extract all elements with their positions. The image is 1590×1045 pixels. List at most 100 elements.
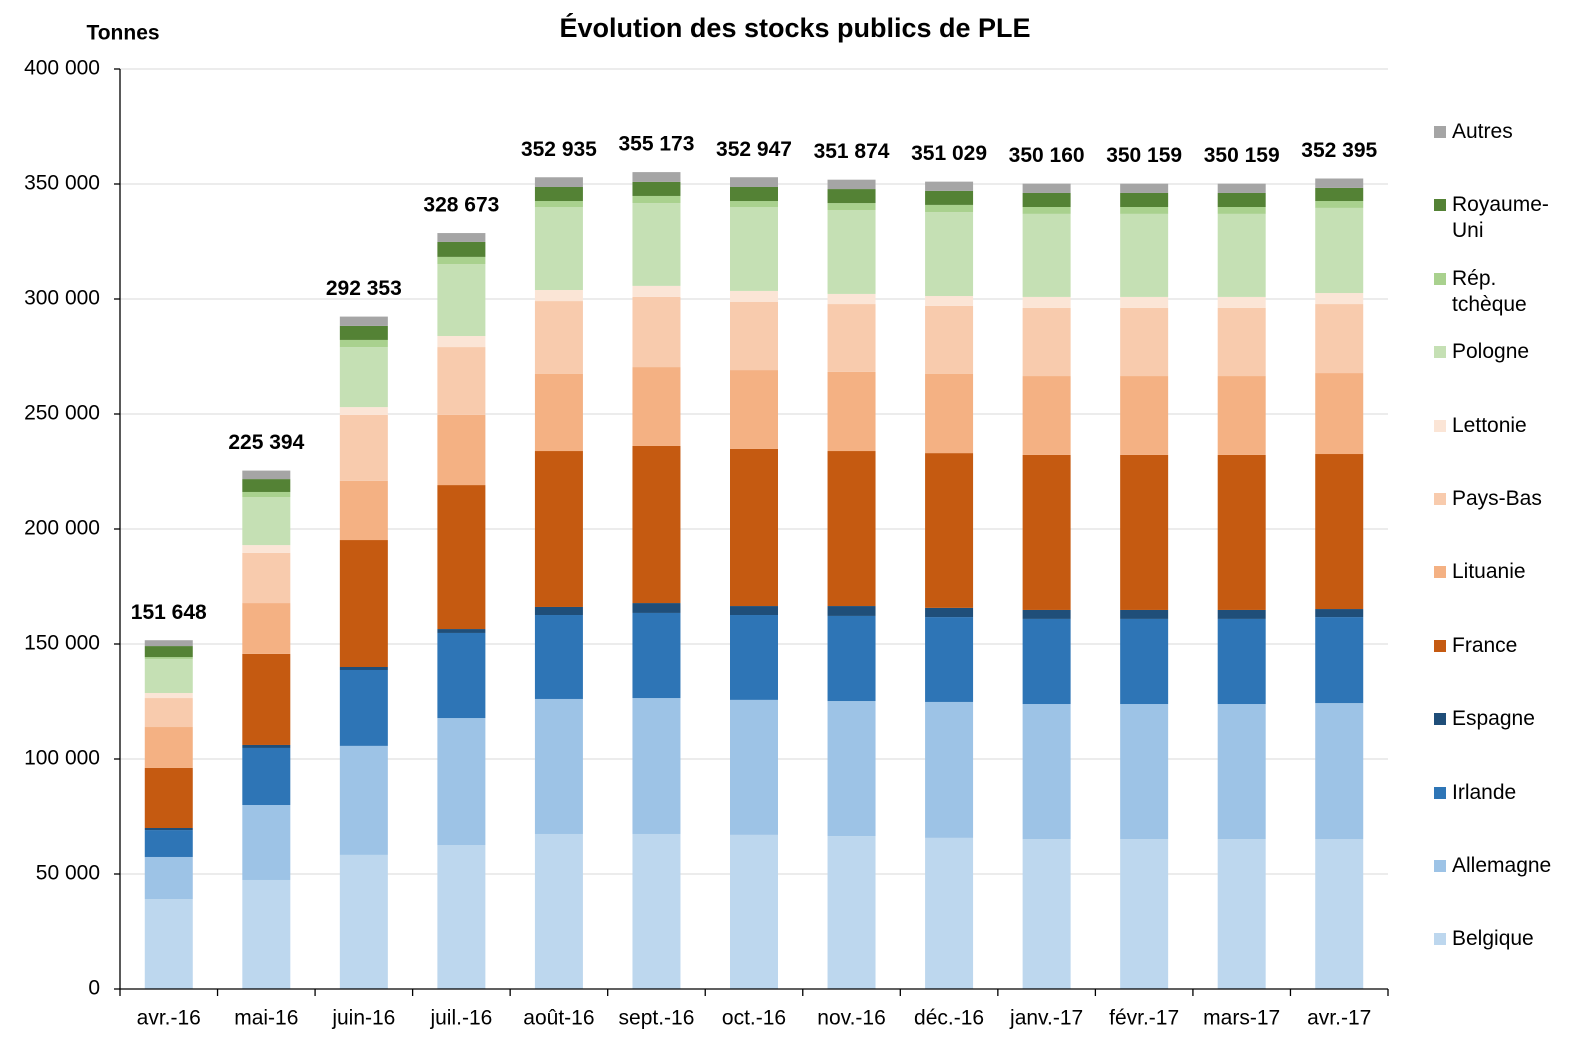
bar-segment (1120, 296, 1169, 308)
x-tick-label: sept.-16 (619, 1007, 695, 1030)
bar-segment (534, 606, 583, 616)
bar-segment (534, 186, 583, 202)
bar-segment (1022, 183, 1071, 193)
bar-segment (632, 603, 681, 613)
bar-segment (1217, 207, 1266, 214)
bar-segment (437, 485, 486, 630)
bar-segment (144, 640, 193, 647)
bar-segment (242, 603, 291, 654)
bar-segment (925, 607, 974, 618)
bar-segment (534, 833, 583, 989)
bar-segment (242, 653, 291, 745)
bar-segment (1217, 192, 1266, 207)
bar-segment (1217, 213, 1266, 297)
bar-segment (827, 615, 876, 702)
bar-segment (925, 190, 974, 205)
bar-segment (339, 854, 388, 989)
bar-segment (437, 629, 486, 633)
x-tick-label: avr.-16 (137, 1007, 201, 1030)
bar-segment (534, 177, 583, 187)
bar-segment (1315, 293, 1364, 305)
bar-segment (1217, 618, 1266, 705)
bar-segment (1315, 609, 1364, 618)
bar-segment (1217, 376, 1266, 455)
bar-segment (730, 834, 778, 989)
bar-segment (925, 204, 974, 213)
bar-segment (1217, 296, 1266, 308)
bar-segment (1120, 618, 1169, 705)
y-axis-label: Tonnes (86, 22, 159, 45)
bar-segment (242, 470, 291, 480)
y-tick-label: 400 000 (24, 57, 100, 80)
total-label: 352 935 (521, 138, 597, 161)
bar-segment (437, 632, 486, 719)
bar-segment (242, 805, 291, 880)
bar-segment (144, 856, 193, 900)
total-label: 225 394 (228, 431, 304, 454)
y-tick-label: 300 000 (24, 287, 100, 310)
bar-segment (1120, 307, 1169, 377)
bar-segment (144, 658, 193, 693)
bar-segment (730, 201, 778, 207)
bar-segment (827, 209, 876, 294)
x-tick-label: oct.-16 (722, 1007, 786, 1030)
bar-segment (242, 545, 291, 553)
bar-segment (534, 207, 583, 291)
bar-segment (925, 837, 974, 989)
bar-segment (437, 347, 486, 415)
bar-segment (144, 899, 193, 989)
bar-segment (1120, 376, 1169, 455)
y-tick-label: 50 000 (36, 862, 100, 885)
y-tick-label: 150 000 (24, 632, 100, 655)
bar-segment (632, 445, 681, 604)
bar-segment (827, 293, 876, 305)
total-label: 350 159 (1204, 144, 1280, 167)
y-tick-label: 350 000 (24, 172, 100, 195)
bar-segment (1120, 192, 1169, 207)
bar-segment (144, 767, 193, 828)
bar-segment (1315, 617, 1364, 704)
bar-segment (1022, 704, 1071, 840)
bar-segment (1315, 703, 1364, 840)
bar-segment (1120, 207, 1169, 214)
total-label: 351 874 (814, 140, 890, 163)
bar-segment (437, 336, 486, 348)
bar-segment (242, 879, 291, 989)
x-tick-label: juin-16 (331, 1007, 395, 1030)
bar-segment (1315, 304, 1364, 374)
bar-segment (827, 203, 876, 210)
bar-segment (827, 304, 876, 372)
bar-segment (1022, 192, 1071, 207)
bar-segment (1217, 183, 1266, 193)
bar-segment (1217, 704, 1266, 840)
x-tick-label: févr.-17 (1109, 1007, 1179, 1030)
total-label: 355 173 (619, 133, 695, 156)
bar-segment (339, 339, 388, 348)
bar-segment (437, 241, 486, 257)
bar-segment (730, 448, 778, 607)
x-tick-label: déc.-16 (914, 1007, 984, 1030)
x-tick-label: mars-17 (1203, 1007, 1280, 1030)
x-tick-label: juil.-16 (429, 1007, 492, 1030)
total-label: 352 395 (1301, 139, 1377, 162)
chart-title: Évolution des stocks publics de PLE (559, 12, 1030, 43)
bar-segment (632, 285, 681, 297)
bar-segment (827, 606, 876, 616)
bar-segment (925, 212, 974, 297)
bar-segment (534, 201, 583, 207)
total-label: 292 353 (326, 277, 402, 300)
bar-segment (827, 701, 876, 837)
bar-segment (925, 296, 974, 306)
bar-segment (534, 373, 583, 452)
bar-segment (925, 373, 974, 454)
bar-segment (144, 692, 193, 699)
bar-segment (437, 233, 486, 242)
bar-segment (632, 203, 681, 286)
bar-segment (1315, 454, 1364, 610)
bar-segment (730, 370, 778, 449)
bar-segment (437, 414, 486, 486)
y-tick-label: 100 000 (24, 747, 100, 770)
bar-segment (534, 301, 583, 374)
bar-segment (730, 207, 778, 291)
bar-segment (1315, 207, 1364, 294)
